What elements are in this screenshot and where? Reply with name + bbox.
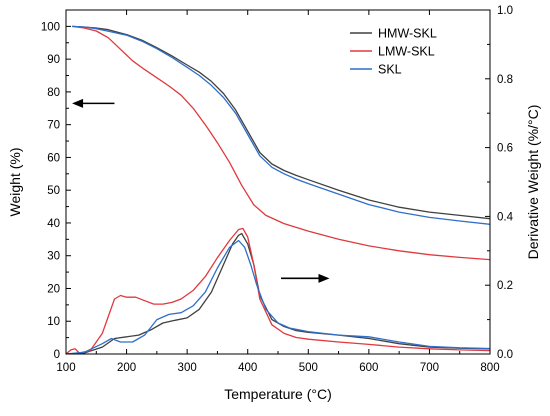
y-tick-label: 10	[47, 316, 60, 328]
legend-item-skl: SKL	[350, 63, 402, 77]
legend-label: SKL	[378, 63, 402, 77]
arrow-head-icon	[72, 98, 84, 108]
arrow-left-annotation	[72, 98, 115, 108]
x-tick-label: 500	[299, 362, 318, 374]
y-tick-label: 0	[54, 349, 60, 361]
y-tick-label: 20	[47, 283, 60, 295]
arrow-right-annotation	[281, 273, 330, 283]
y2-tick-label: 1.0	[497, 5, 513, 17]
y-tick-label: 50	[47, 185, 60, 197]
curves-layer	[66, 25, 490, 354]
y-tick-label: 100	[41, 21, 60, 33]
y-axis-title: Weight (%)	[7, 148, 23, 217]
series-line-skl-weight	[72, 25, 490, 225]
annotation-layer	[72, 98, 330, 283]
legend-label: HMW-SKL	[378, 27, 437, 41]
y-tick-label: 70	[47, 120, 60, 132]
y2-tick-label: 0.6	[497, 143, 513, 155]
series-line-hmw-skl-derivative	[66, 232, 490, 354]
x-tick-label: 200	[117, 362, 136, 374]
arrow-head-icon	[318, 273, 330, 283]
y2-axis-title: Derivative Weight (%/°C)	[525, 105, 541, 260]
legend: HMW-SKL LMW-SKL SKL	[350, 27, 437, 77]
x-tick-label: 300	[178, 362, 197, 374]
x-tick-label: 100	[56, 362, 75, 374]
y-tick-label: 80	[47, 87, 60, 99]
legend-label: LMW-SKL	[378, 45, 435, 59]
x-tick-label: 400	[238, 362, 257, 374]
series-line-lmw-skl-weight	[72, 25, 490, 261]
y2-tick-label: 0.8	[497, 74, 513, 86]
y-tick-label: 30	[47, 251, 60, 263]
legend-item-hmw-skl: HMW-SKL	[350, 27, 437, 41]
x-tick-label: 700	[420, 362, 439, 374]
x-tick-label: 800	[480, 362, 499, 374]
axes-layer: 100 200 300 400 500 600 700 800 0 10 20 30 40 50 60 70 8…	[7, 5, 541, 402]
legend-item-lmw-skl: LMW-SKL	[350, 45, 435, 59]
y2-tick-label: 0.0	[497, 349, 513, 361]
series-line-skl-derivative	[66, 239, 490, 354]
plot-frame	[65, 9, 491, 355]
x-tick-label: 600	[359, 362, 378, 374]
y2-tick-label: 0.4	[497, 211, 514, 223]
x-axis-title: Temperature (°C)	[224, 386, 332, 402]
series-line-lmw-skl-derivative	[66, 227, 490, 354]
y2-tick-label: 0.2	[497, 280, 513, 292]
y-tick-label: 40	[47, 218, 60, 230]
y-tick-label: 90	[47, 54, 60, 66]
y-tick-label: 60	[47, 152, 60, 164]
